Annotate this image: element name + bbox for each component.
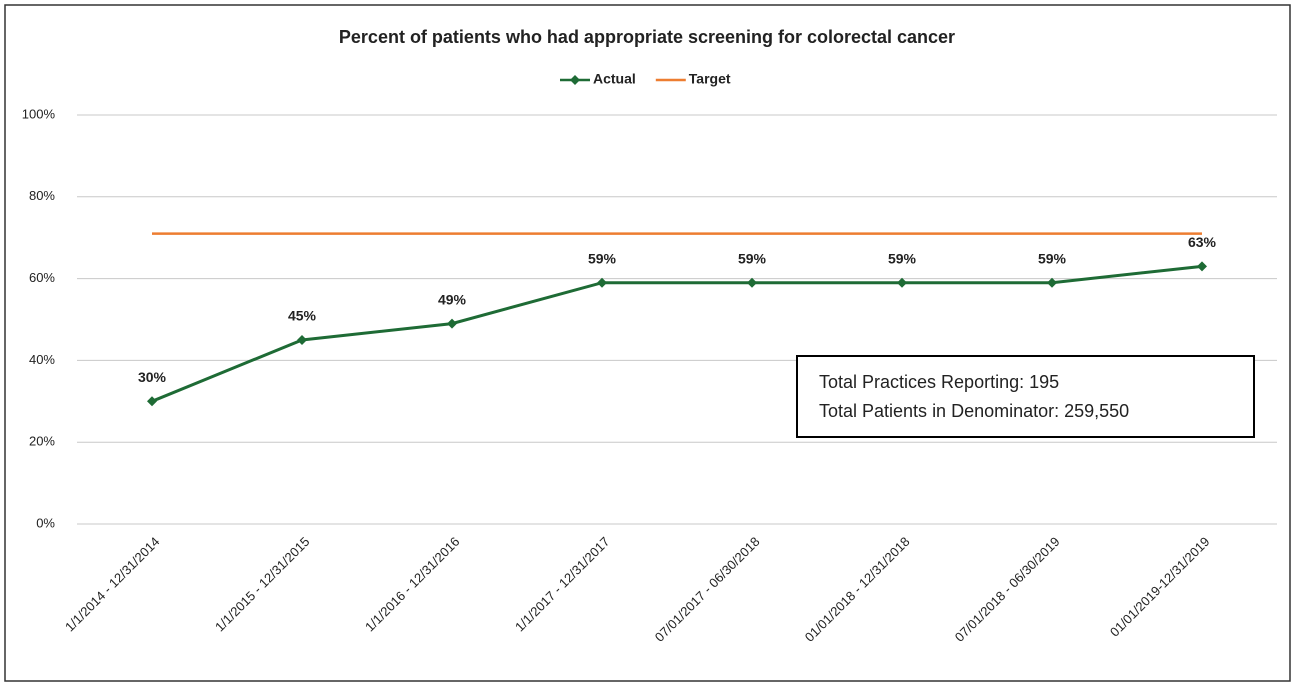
annotation: Total Practices Reporting: 195 [819,372,1059,392]
legend-label: Actual [593,71,636,87]
data-label: 59% [588,250,617,266]
marker [447,318,457,329]
data-label: 30% [138,369,167,385]
y-tick-label: 0% [36,515,55,530]
y-tick-label: 20% [29,434,55,449]
marker [597,277,607,288]
annotation-box [796,355,1255,438]
y-tick-label: 80% [29,188,55,203]
marker [747,277,757,288]
data-label: 63% [1188,234,1217,250]
data-label: 59% [888,250,917,266]
marker [147,396,157,407]
legend-label: Target [689,71,731,87]
chart-border [4,4,1291,682]
y-tick-label: 60% [29,270,55,285]
marker [1197,261,1207,272]
data-label: 49% [438,291,467,307]
chart-title: Percent of patients who had appropriate … [339,27,955,47]
marker [1047,277,1057,288]
y-tick-label: 100% [22,106,56,121]
marker [897,277,907,288]
marker [297,334,307,345]
annotation: Total Patients in Denominator: 259,550 [819,401,1129,421]
series-line [151,264,1203,403]
legend-marker [570,75,580,85]
y-tick-label: 40% [29,352,55,367]
data-label: 45% [288,308,317,324]
data-label: 59% [1038,250,1067,266]
data-label: 59% [738,250,767,266]
